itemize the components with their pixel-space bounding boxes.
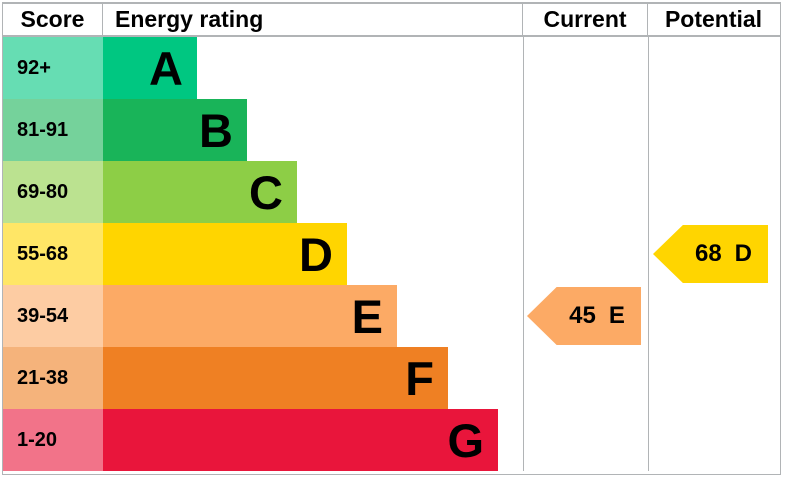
score-column-header: Score [3,4,103,35]
band-letter-f: F [405,351,434,405]
band-bar-f: F [103,347,448,409]
band-letter-b: B [199,103,233,157]
potential-column-header: Potential [664,6,763,32]
band-bar-g: G [103,409,498,471]
current-rating-letter: E [608,302,625,329]
table-header-row: Score Energy rating Current Potential [3,4,780,37]
score-range-g: 1-20 [3,409,103,471]
band-bar-b: B [103,99,247,161]
score-range-a: 92+ [3,37,103,99]
band-letter-g: G [447,413,484,467]
energy-rating-column-header: Energy rating [103,4,523,35]
band-letter-e: E [351,289,383,343]
band-bar-c: C [103,161,297,223]
score-range-c: 69-80 [3,161,103,223]
epc-band-area: 92+ A 81-91 B 69-80 C 55-68 D 39-54 [3,37,780,471]
band-row-d: 55-68 D [3,223,780,285]
band-row-e: 39-54 E [3,285,780,347]
band-row-c: 69-80 C [3,161,780,223]
band-bar-d: D [103,223,347,285]
band-row-a: 92+ A [3,37,780,99]
potential-rating-value: 68 [694,240,722,267]
potential-rating-arrow: 68 D [653,225,768,283]
current-column-divider [523,37,524,471]
band-row-g: 1-20 G [3,409,780,471]
band-row-b: 81-91 B [3,99,780,161]
band-letter-d: D [299,227,333,281]
band-letter-c: C [249,165,283,219]
band-letter-a: A [149,41,183,95]
score-range-f: 21-38 [3,347,103,409]
score-range-b: 81-91 [3,99,103,161]
current-column-header: Current [523,4,648,35]
epc-rating-table: Score Energy rating Current Potential 92… [2,2,781,475]
band-bar-e: E [103,285,397,347]
score-range-e: 39-54 [3,285,103,347]
potential-column-divider [648,37,649,471]
current-rating-arrow: 45 E [527,287,641,345]
potential-rating-letter: D [734,240,753,267]
band-row-f: 21-38 F [3,347,780,409]
current-rating-value: 45 [569,302,596,329]
score-range-d: 55-68 [3,223,103,285]
band-bar-a: A [103,37,197,99]
